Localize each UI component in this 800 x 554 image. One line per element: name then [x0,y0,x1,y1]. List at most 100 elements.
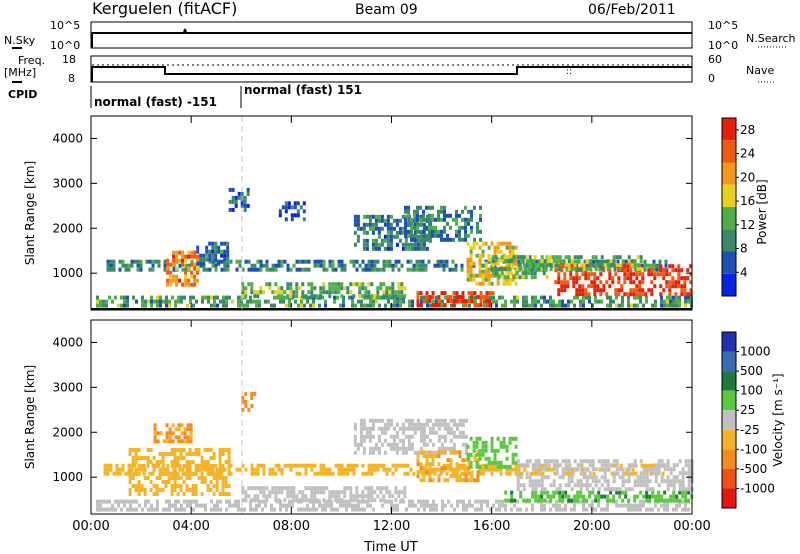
power-cell [402,299,405,304]
velocity-cell [573,494,577,499]
power-cell [243,195,247,200]
velocity-cell [591,503,594,508]
power-cell [426,303,429,308]
power-cell [429,303,432,308]
power-cell [662,268,666,273]
velocity-cell [310,486,314,491]
velocity-cell [358,494,362,499]
velocity-cell [234,503,237,508]
power-cell [490,241,494,246]
power-cell [377,242,381,247]
power-cell [598,259,602,264]
velocity-cell [603,471,607,476]
power-cell [582,295,585,300]
velocity-cell [289,486,293,491]
velocity-cell [422,450,426,455]
power-cell [479,237,482,242]
velocity-cell [370,486,374,491]
velocity-cell [567,498,571,503]
velocity-cell [564,494,568,499]
velocity-cell [558,507,561,512]
velocity-cell [591,459,595,464]
velocity-cell [394,490,398,495]
power-cell [313,259,317,264]
power-cell [428,295,432,300]
power-cell [606,259,610,264]
velocity-cell [265,494,269,499]
power-cell [671,268,675,273]
velocity-cell [134,488,138,492]
power-cell [464,221,467,226]
power-cell [388,290,392,295]
power-cell [573,303,576,308]
velocity-cell [261,507,264,512]
power-cell [509,259,513,264]
velocity-cell [558,475,562,480]
velocity-cell [505,471,509,476]
power-cell [467,221,470,226]
velocity-cell [564,467,568,472]
velocity-cell [210,507,213,512]
power-cell [190,282,194,287]
power-cell [255,299,258,304]
velocity-cell [461,430,465,435]
velocity-cell [166,463,170,468]
velocity-cell [537,463,541,468]
power-cell [368,226,372,231]
power-cell [382,290,386,295]
power-cell [629,288,633,293]
power-cell [409,259,413,264]
velocity-cell [137,484,141,488]
power-cell [510,299,513,304]
freq-panel-frame [90,55,693,83]
power-cell [217,249,221,254]
velocity-cell [472,440,476,445]
power-cell [385,263,389,268]
velocity-cell [389,418,393,423]
power-cell [416,242,420,247]
power-cell [334,267,338,272]
power-cell [404,205,407,210]
velocity-cell [334,490,338,495]
power-cell [563,288,567,293]
power-cell [237,195,241,200]
power-cell [508,281,512,286]
power-cell [660,303,663,308]
velocity-cell [176,484,180,488]
velocity-cell [392,442,396,447]
velocity-cell [283,463,287,468]
velocity-cell [594,483,598,488]
velocity-cell [156,499,159,504]
velocity-cell [615,499,618,504]
velocity-cell [241,399,245,404]
power-cell [512,255,516,260]
power-cell [378,303,381,308]
velocity-cell [567,494,571,499]
power-cell [413,209,416,214]
velocity-cell [499,464,503,469]
velocity-cell [432,503,435,508]
velocity-cell [419,450,423,455]
velocity-cell [564,507,567,512]
velocity-cell [435,507,438,512]
velocity-cell [396,503,399,508]
power-cell [594,263,598,268]
power-cell [422,213,425,218]
velocity-cell [262,471,266,476]
power-cell [606,295,609,300]
velocity-cell [373,498,377,503]
velocity-cell [475,436,479,441]
power-cell [428,299,432,304]
power-cell [265,259,269,264]
velocity-cell [371,434,375,439]
velocity-cell [534,498,538,503]
velocity-cell [511,456,515,461]
velocity-cell [484,464,488,469]
power-cell [689,288,693,293]
power-cell [626,272,630,277]
velocity-cell [514,444,518,449]
power-cell [169,270,173,275]
power-cell [452,299,456,304]
power-cell [373,263,377,268]
velocity-cell [318,499,321,504]
